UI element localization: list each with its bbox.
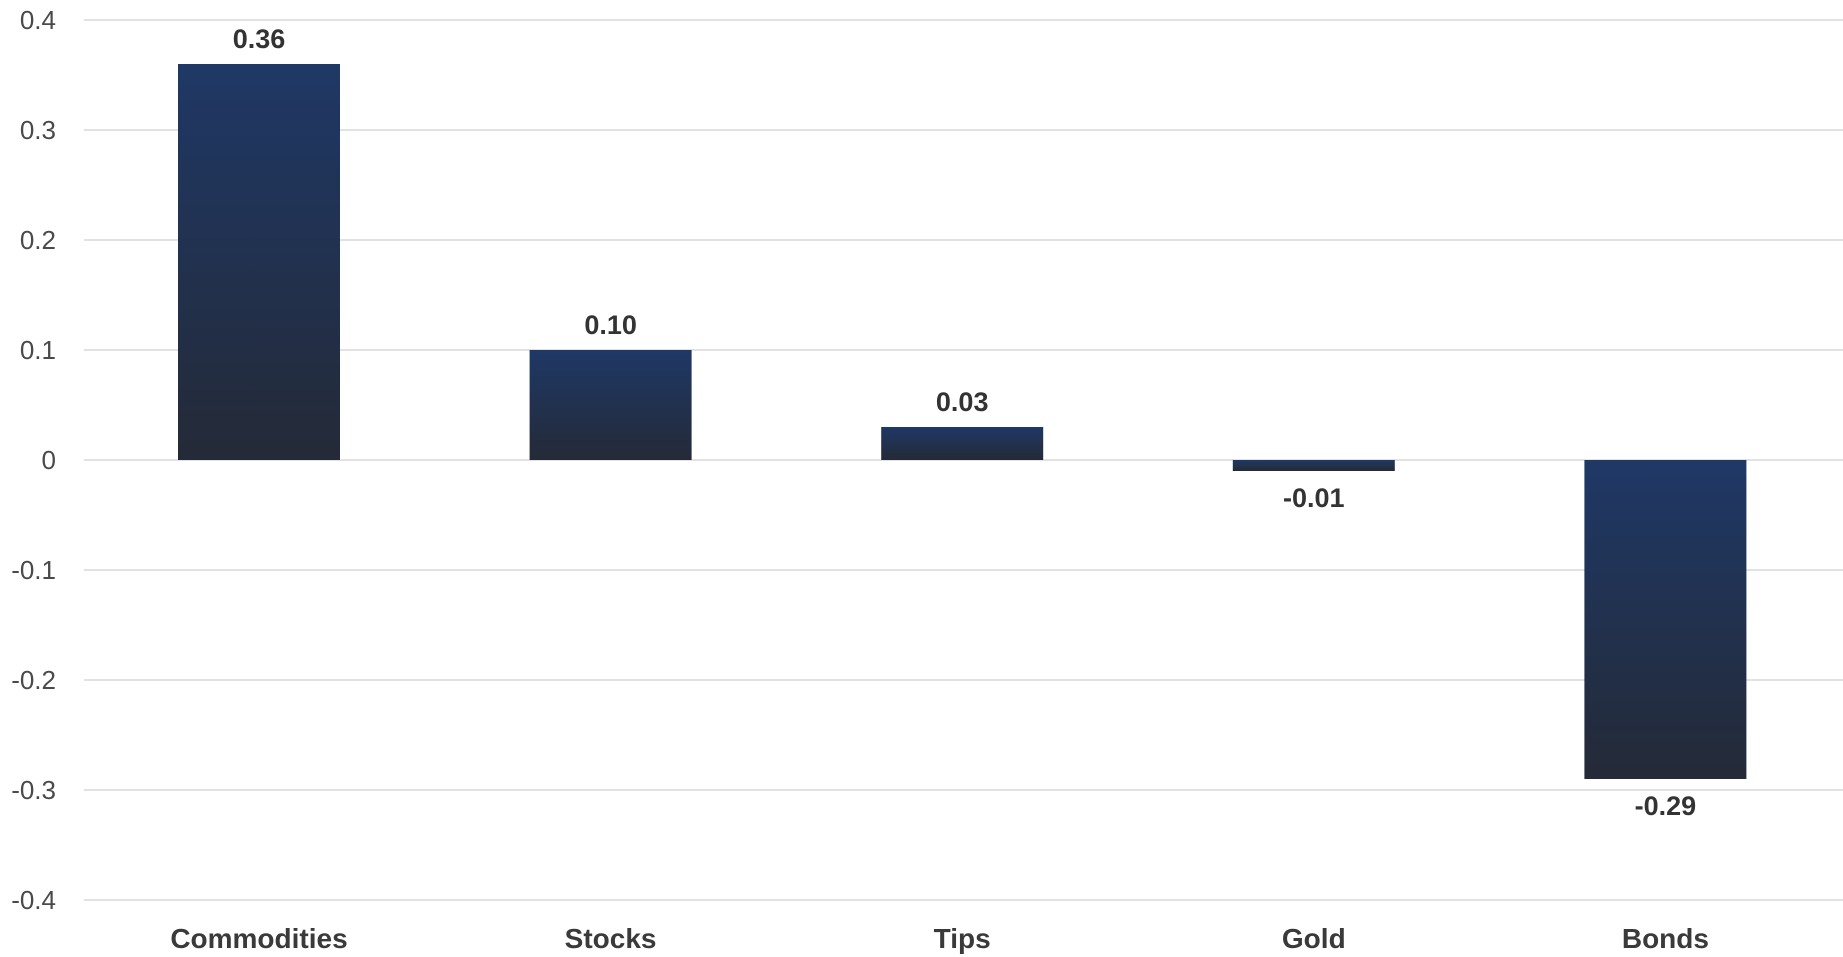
category-label: Stocks xyxy=(565,923,657,954)
bar-stocks xyxy=(529,350,692,460)
y-tick-label: -0.3 xyxy=(11,775,56,805)
y-tick-label: -0.4 xyxy=(11,885,56,915)
y-axis-ticks: 0.4 0.3 0.2 0.1 0 -0.1 -0.2 -0.3 -0.4 xyxy=(11,5,56,915)
data-label: -0.01 xyxy=(1283,483,1345,513)
data-label: 0.03 xyxy=(936,387,989,417)
category-label: Gold xyxy=(1282,923,1346,954)
y-tick-label: 0.4 xyxy=(20,5,56,35)
data-label: -0.29 xyxy=(1635,791,1697,821)
data-label: 0.10 xyxy=(584,310,637,340)
bar-bonds xyxy=(1584,460,1747,779)
category-label: Commodities xyxy=(170,923,347,954)
data-labels: 0.36 0.10 0.03 -0.01 -0.29 xyxy=(233,24,1696,821)
x-axis-categories: Commodities Stocks Tips Gold Bonds xyxy=(170,923,1709,954)
category-label: Bonds xyxy=(1622,923,1709,954)
category-label: Tips xyxy=(934,923,991,954)
data-label: 0.36 xyxy=(233,24,286,54)
bar-commodities xyxy=(178,64,340,460)
y-tick-label: 0.2 xyxy=(20,225,56,255)
bars xyxy=(178,64,1747,779)
y-tick-label: 0 xyxy=(42,445,56,475)
y-tick-label: -0.1 xyxy=(11,555,56,585)
bar-gold xyxy=(1232,460,1395,471)
bar-tips xyxy=(881,427,1044,460)
y-tick-label: 0.3 xyxy=(20,115,56,145)
y-tick-label: 0.1 xyxy=(20,335,56,365)
y-tick-label: -0.2 xyxy=(11,665,56,695)
